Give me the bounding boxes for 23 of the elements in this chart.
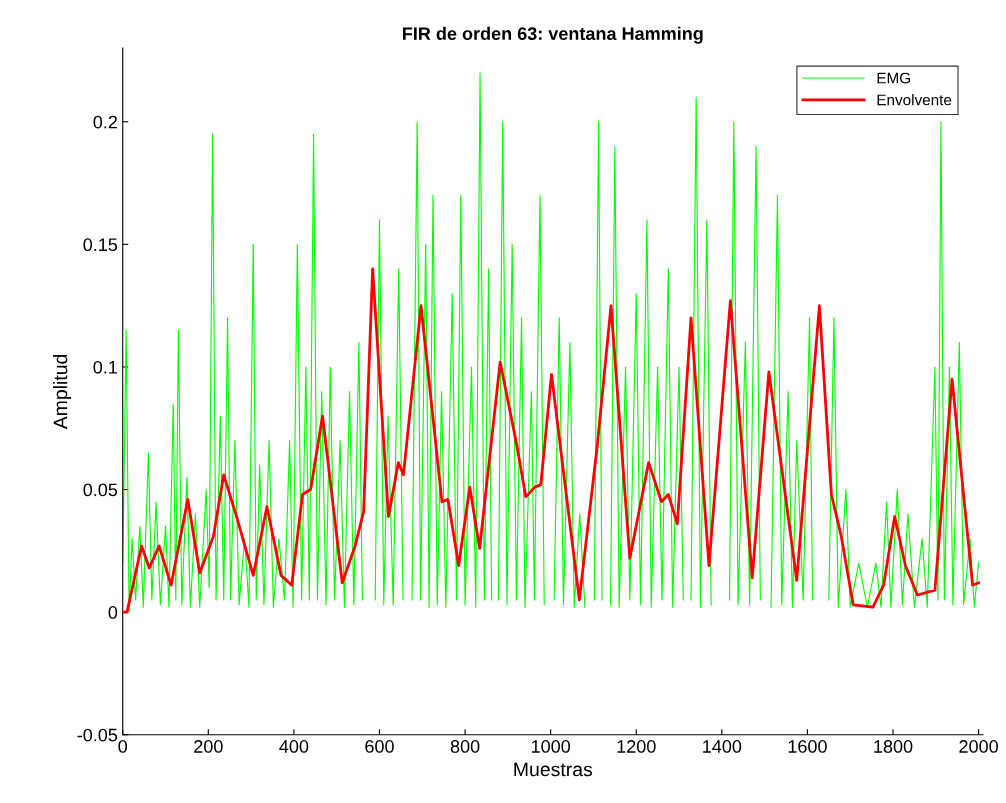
y-tick-label: 0.2	[93, 115, 117, 129]
y-tick-label: -0.05	[77, 728, 118, 742]
chart-title: FIR de orden 63: ventana Hamming	[403, 26, 703, 44]
x-tick-label: 0	[118, 740, 128, 753]
legend-label: EMG	[877, 72, 910, 84]
y-tick-label: 0.05	[83, 483, 118, 497]
y-tick-label: 0.1	[93, 360, 117, 374]
x-tick-label: 1000	[531, 740, 571, 753]
y-axis-title: Amplitud	[53, 354, 72, 430]
x-tick-label: 800	[450, 740, 480, 753]
y-tick-label: 0	[108, 606, 118, 619]
x-tick-label: 600	[365, 740, 394, 753]
y-tick-label: 0.15	[83, 238, 118, 252]
x-tick-label: 2000	[959, 740, 998, 753]
legend-label: Envolvente	[877, 94, 952, 106]
x-tick-label: 1400	[703, 740, 742, 753]
x-tick-label: 400	[279, 740, 309, 753]
x-tick-label: 200	[194, 740, 223, 753]
x-tick-label: 1800	[874, 740, 913, 753]
x-tick-label: 1600	[788, 740, 827, 753]
x-axis-title: Muestras	[514, 762, 593, 777]
line-series	[122, 267, 980, 614]
x-tick-label: 1200	[617, 740, 656, 753]
